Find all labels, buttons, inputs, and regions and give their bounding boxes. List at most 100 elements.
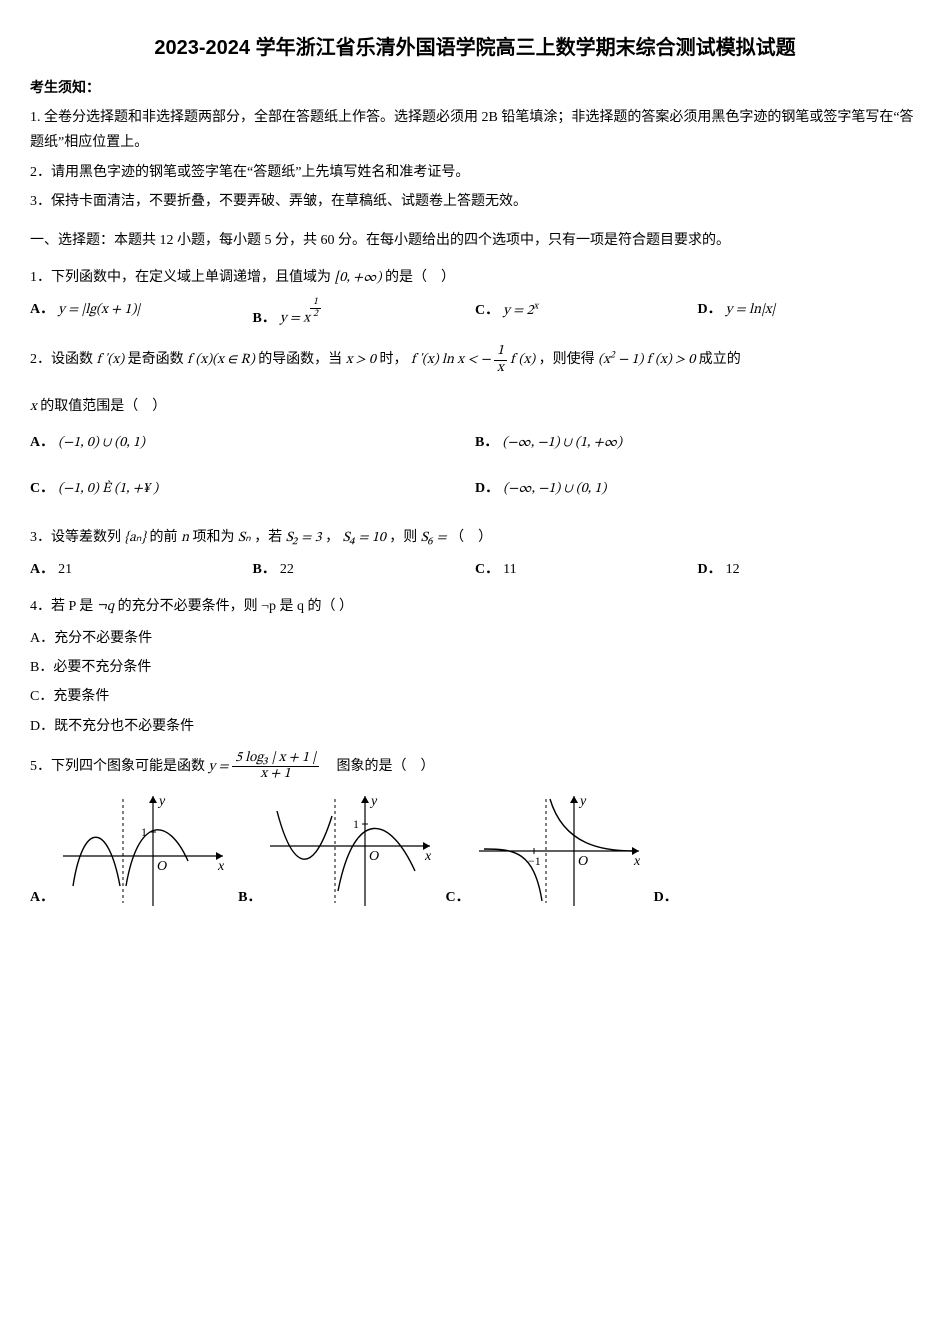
q2-cond1: x > 0	[346, 353, 376, 367]
q1-option-A: A．y = |lg(x + 1)|	[30, 297, 253, 332]
q2-D-expr: (−∞, −1) ∪ (0, 1)	[503, 482, 606, 496]
q5-num: 5 log₃ | x + 1 |	[232, 751, 319, 767]
svg-text:y: y	[157, 794, 166, 809]
q3-c: 项和为	[193, 530, 239, 545]
svg-text:1: 1	[353, 817, 359, 831]
svg-text:x: x	[217, 859, 225, 874]
q2-B-expr: (−∞, −1) ∪ (1, +∞)	[502, 436, 622, 450]
q1-option-C: C．y = 2x	[475, 297, 698, 332]
svg-text:y: y	[369, 794, 378, 809]
q3-Sn: Sₙ	[238, 531, 251, 545]
q3-options: A．21 B．22 C． 11 D． 12	[30, 557, 920, 582]
q1-range: [0, +∞)	[335, 271, 382, 285]
q2-ineq-num: 1	[494, 344, 507, 360]
q1-B-den: 2	[310, 309, 321, 320]
q4-options: A．充分不必要条件 B．必要不充分条件 C．充要条件 D．既不充分也不必要条件	[30, 626, 920, 739]
question-3: 3．设等差数列 {aₙ} 的前 n 项和为 Sₙ ，若 S₂ = 3 ， S₄ …	[30, 525, 920, 551]
q1-B-prefix: y = x	[280, 312, 310, 326]
question-2: 2．设函数 f '(x) 是奇函数 f (x)(x ∈ R) 的导函数，当 x …	[30, 344, 920, 376]
q5-graph-A: A． xyO1	[30, 791, 228, 911]
q2-fx: f (x)(x ∈ R)	[187, 353, 255, 367]
q2-ineq-den: x	[494, 361, 507, 376]
q3-D-label: D．	[698, 562, 722, 577]
svg-text:x: x	[424, 849, 432, 864]
q2-xvar: x	[30, 400, 37, 414]
q3-C-val: 11	[503, 562, 516, 577]
q3-option-C: C． 11	[475, 557, 698, 582]
svg-text:O: O	[369, 849, 379, 864]
q3-e: ，	[325, 530, 339, 545]
q3-option-B: B．22	[253, 557, 476, 582]
q3-seq: {aₙ}	[125, 531, 146, 545]
q3-S6: S₆ =	[421, 531, 447, 545]
q1-options: A．y = |lg(x + 1)| B．y = x12 C．y = 2x D．y…	[30, 297, 920, 332]
q3-C-label: C．	[475, 562, 499, 577]
q5-label-D: D．	[654, 885, 678, 910]
q5-graphs: A． xyO1 B． xyO1 C． xyO−1 D．	[30, 791, 920, 911]
instructions-heading: 考生须知：	[30, 76, 920, 101]
q2-A-expr: (−1, 0) ∪ (0, 1)	[58, 436, 145, 450]
instruction-2: 2．请用黑色字迹的钢笔或签字笔在“答题纸”上先填写姓名和准考证号。	[30, 160, 920, 185]
q3-A-val: 21	[58, 562, 72, 577]
q5-graph-D: D．	[654, 885, 682, 910]
q1-option-B: B．y = x12	[253, 297, 476, 332]
instruction-1: 1. 全卷分选择题和非选择题两部分，全部在答题纸上作答。选择题必须用 2B 铅笔…	[30, 105, 920, 155]
q4-option-B: B．必要不充分条件	[30, 655, 920, 680]
q2-option-D: D．(−∞, −1) ∪ (0, 1)	[475, 476, 920, 502]
q5-label-C: C．	[445, 885, 469, 910]
question-5: 5．下列四个图象可能是函数 y = 5 log₃ | x + 1 |x + 1 …	[30, 751, 920, 783]
q3-a: 3．设等差数列	[30, 530, 125, 545]
q4-option-D: D．既不充分也不必要条件	[30, 714, 920, 739]
svg-text:x: x	[633, 854, 641, 869]
q4-b: 的充分不必要条件，则 ¬p 是 q 的（ ）	[118, 599, 353, 614]
q2-cond2-r: − 1) f (x) > 0	[615, 353, 695, 367]
q1-option-D: D．y = ln|x|	[698, 297, 921, 332]
q2-b: 是奇函数	[128, 352, 188, 367]
q5-a: 5．下列四个图象可能是函数	[30, 759, 205, 774]
q4-a: 4．若 P 是	[30, 599, 97, 614]
q3-S4: S₄ = 10	[343, 531, 386, 545]
q3-B-label: B．	[253, 562, 276, 577]
q1-D-expr: y = ln|x|	[726, 303, 776, 317]
q4-option-A: A．充分不必要条件	[30, 626, 920, 651]
q1-B-num: 1	[310, 297, 321, 309]
q3-f: ，则	[389, 530, 421, 545]
q1-C-base: y = 2	[503, 304, 533, 318]
q4-option-C: C．充要条件	[30, 684, 920, 709]
q3-option-A: A．21	[30, 557, 253, 582]
q5-graph-C: C． xyO−1	[445, 791, 643, 911]
graph-C-svg: xyO−1	[474, 791, 644, 911]
q3-option-D: D． 12	[698, 557, 921, 582]
q5-label-B: B．	[238, 885, 261, 910]
q3-S2: S₂ = 3	[286, 531, 322, 545]
q2-option-B: B．(−∞, −1) ∪ (1, +∞)	[475, 430, 920, 456]
q2-d: 时，	[379, 352, 407, 367]
q3-d: ，若	[254, 530, 286, 545]
q5-b: 图象的是（ ）	[322, 759, 434, 774]
svg-text:O: O	[157, 859, 167, 874]
graph-A-svg: xyO1	[58, 791, 228, 911]
q5-lhs: y =	[209, 760, 232, 774]
q2-option-A: A．(−1, 0) ∪ (0, 1)	[30, 430, 475, 456]
q2-f: 成立的	[699, 352, 741, 367]
q3-D-val: 12	[726, 562, 740, 577]
q1-A-expr: y = |lg(x + 1)|	[58, 303, 140, 317]
page-title: 2023-2024 学年浙江省乐清外国语学院高三上数学期末综合测试模拟试题	[30, 30, 920, 66]
q3-b: 的前	[149, 530, 181, 545]
q2-e: ，则使得	[539, 352, 599, 367]
question-4: 4．若 P 是 ¬q 的充分不必要条件，则 ¬p 是 q 的（ ）	[30, 594, 920, 620]
q1-text-a: 1．下列函数中，在定义域上单调递增，且值域为	[30, 270, 331, 285]
graph-B-svg: x y O 1	[265, 791, 435, 911]
svg-text:y: y	[578, 794, 587, 809]
instructions-block: 考生须知： 1. 全卷分选择题和非选择题两部分，全部在答题纸上作答。选择题必须用…	[30, 76, 920, 214]
q2-fprime: f '(x)	[97, 353, 125, 367]
q5-den: x + 1	[232, 767, 319, 782]
q1-text-b: 的是（ ）	[385, 270, 455, 285]
q2-c: 的导函数，当	[258, 352, 346, 367]
q5-graph-B: B． x y O 1	[238, 791, 435, 911]
q5-label-A: A．	[30, 885, 54, 910]
q2-cond2-l: (x	[598, 353, 610, 367]
question-2-line2: x 的取值范围是（ ）	[30, 394, 920, 420]
q2-a: 2．设函数	[30, 352, 97, 367]
q4-notq: ¬q	[97, 600, 114, 614]
